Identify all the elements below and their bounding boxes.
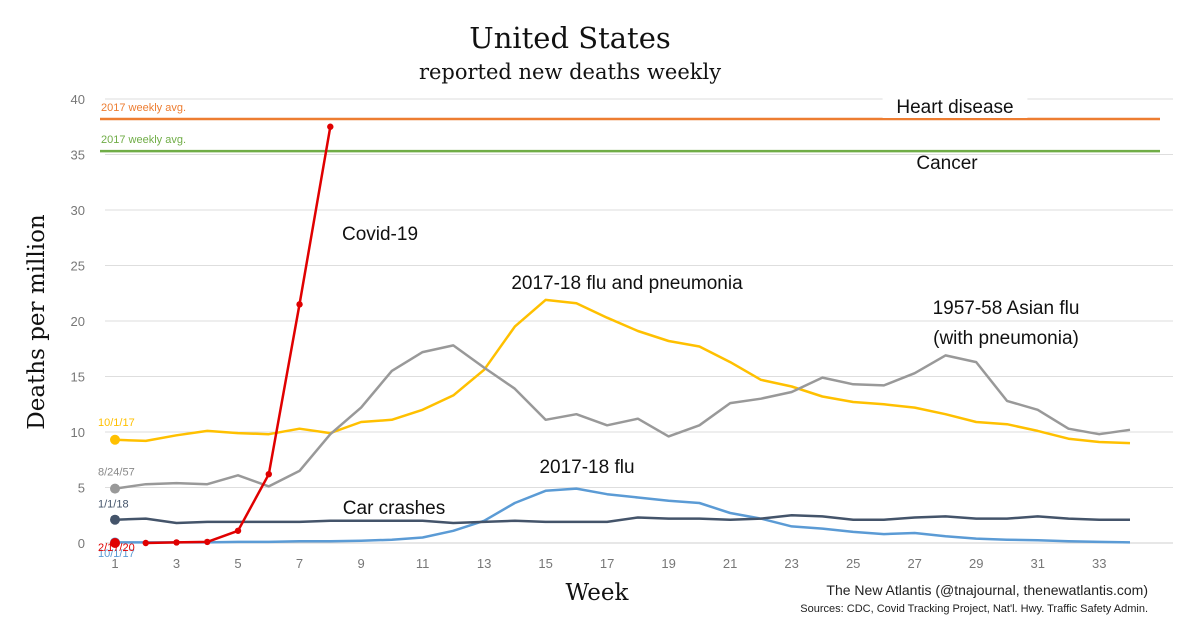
x-tick-label: 11 — [416, 556, 430, 571]
series-start-label: 10/1/17 — [98, 417, 135, 429]
x-tick-label: 25 — [846, 556, 860, 571]
x-tick-label: 13 — [477, 556, 491, 571]
series-point — [204, 538, 211, 546]
reference-left-label: 2017 weekly avg. — [101, 102, 186, 114]
series-start-marker — [110, 538, 120, 548]
series-layer — [110, 123, 1131, 548]
series-start-label: 8/24/57 — [98, 467, 135, 479]
chart-title: United States — [469, 21, 671, 55]
series-start-label: 1/1/18 — [98, 499, 129, 511]
credit-text: The New Atlantis (@tnajournal, thenewatl… — [826, 582, 1148, 598]
series-name-label: 2017-18 flu — [539, 457, 634, 478]
chart-subtitle: reported new deaths weekly — [419, 60, 721, 84]
x-axis-label: Week — [566, 580, 630, 606]
x-tick-label: 7 — [296, 556, 303, 571]
x-tick-label: 15 — [538, 556, 552, 571]
series-point — [265, 470, 272, 478]
reference-lines: 2017 weekly avg. Heart disease 2017 weekly… — [100, 93, 1160, 174]
series-line — [114, 298, 1131, 445]
x-tick-label: 19 — [661, 556, 675, 571]
x-tick-label: 27 — [907, 556, 921, 571]
series-start-marker — [110, 514, 120, 525]
x-tick-label: 1 — [111, 556, 118, 571]
series-name-label: 2017-18 flu and pneumonia — [511, 273, 743, 294]
chart-labels: 10/1/17 8/24/57 10/1/17 1/1/18 2/17/20 Covid-… — [98, 224, 1079, 560]
y-tick-label: 40 — [71, 92, 85, 107]
x-tick-label: 9 — [357, 556, 364, 571]
x-tick-label: 33 — [1092, 556, 1106, 571]
series-start-label: 2/17/20 — [98, 542, 135, 554]
x-tick-label: 3 — [173, 556, 180, 571]
series-start-marker — [110, 483, 120, 494]
x-tick-label: 31 — [1030, 556, 1044, 571]
series-point — [173, 539, 180, 546]
y-tick-label: 10 — [71, 425, 85, 440]
series-name-label: Car crashes — [343, 498, 445, 519]
series-name-label: (with pneumonia) — [933, 328, 1079, 349]
series-name-label: 1957-58 Asian flu — [933, 298, 1080, 319]
series-start-label: 10/1/17 — [98, 548, 135, 560]
series-line — [115, 487, 1131, 544]
series-point — [234, 527, 242, 534]
reference-name: Heart disease — [896, 97, 1013, 118]
y-tick-label: 5 — [78, 481, 85, 496]
series-point — [142, 539, 149, 547]
series-line — [145, 126, 332, 545]
y-tick-label: 20 — [71, 314, 85, 329]
series-line — [114, 344, 1131, 490]
y-tick-label: 35 — [71, 148, 85, 163]
reference-left-label: 2017 weekly avg. — [101, 134, 186, 146]
reference-name: Cancer — [916, 153, 978, 174]
x-tick-label: 23 — [784, 556, 798, 571]
x-tick-label: 17 — [600, 556, 614, 571]
series-point — [296, 301, 303, 308]
series-start-marker — [110, 434, 120, 445]
y-tick-label: 15 — [71, 370, 85, 385]
x-tick-label: 21 — [723, 556, 737, 571]
gridlines — [105, 98, 1173, 544]
x-tick-label: 5 — [234, 556, 241, 571]
series-name-label: Covid-19 — [342, 224, 418, 245]
series-line — [114, 514, 1130, 525]
y-axis-label: Deaths per million — [24, 214, 50, 430]
series-point — [327, 123, 334, 130]
y-tick-label: 25 — [71, 259, 85, 274]
y-tick-label: 0 — [78, 536, 85, 551]
sources-text: Sources: CDC, Covid Tracking Project, Na… — [800, 603, 1148, 615]
y-tick-label: 30 — [71, 203, 85, 218]
reference-name-backdrop — [882, 93, 1028, 118]
x-tick-label: 29 — [969, 556, 983, 571]
